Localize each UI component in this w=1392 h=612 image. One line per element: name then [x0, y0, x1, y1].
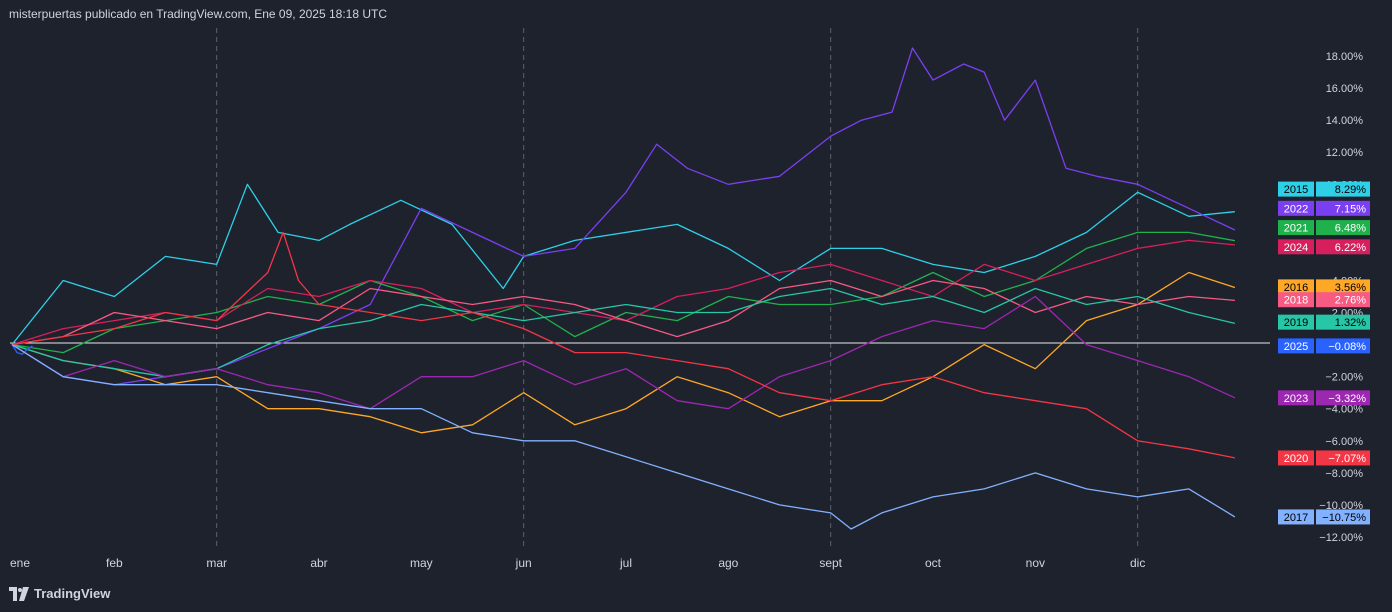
y-tick-label: 12.00% — [1326, 147, 1364, 159]
series-line-2023 — [11, 295, 1236, 410]
tradingview-logo-icon — [9, 586, 29, 601]
series-year-label: 2022 — [1284, 203, 1308, 215]
x-tick-label-may: may — [410, 556, 433, 570]
series-value-labels: 2015 8.29% 2022 7.15% 2021 6.48% 2024 6.22% 2016… — [1278, 181, 1370, 525]
series-line-2018 — [11, 279, 1235, 346]
series-value-label: −7.07% — [1328, 453, 1366, 465]
y-tick-label: −6.00% — [1325, 436, 1363, 448]
series-value-label: 1.32% — [1335, 317, 1366, 329]
series-line-2025 — [11, 344, 33, 355]
series-label-2020: 2020 −7.07% — [1278, 450, 1370, 466]
grid — [216, 28, 1139, 548]
x-tick-label-jun: jun — [515, 556, 532, 570]
x-tick-label-mar: mar — [206, 556, 227, 570]
x-tick-label-sept: sept — [819, 556, 842, 570]
series-year-label: 2019 — [1284, 317, 1308, 329]
series-label-2021: 2021 6.48% — [1278, 220, 1370, 236]
series-label-2016: 2016 3.56% — [1278, 279, 1370, 295]
series-label-2022: 2022 7.15% — [1278, 200, 1370, 216]
series-label-2024: 2024 6.22% — [1278, 239, 1370, 255]
y-tick-label: −12.00% — [1319, 532, 1363, 544]
series-line-2019 — [11, 287, 1236, 378]
publish-info: misterpuertas publicado en TradingView.c… — [9, 7, 387, 21]
series-line-2021 — [11, 231, 1236, 354]
x-tick-label-ago: ago — [718, 556, 738, 570]
series-value-label: 6.48% — [1335, 223, 1366, 235]
series-year-label: 2017 — [1284, 512, 1308, 524]
series-line-2015 — [11, 183, 1235, 346]
footer-brand: TradingView — [34, 586, 111, 601]
series-line-2017 — [11, 344, 1236, 530]
x-tick-label-ene: ene — [10, 556, 30, 570]
x-axis-ticks: ene feb mar abr may jun jul ago sept oct nov dic — [10, 556, 1145, 570]
footer: TradingView — [9, 586, 110, 601]
series-label-2017: 2017 −10.75% — [1278, 509, 1370, 525]
series-value-label: 2.76% — [1335, 295, 1366, 307]
series-line-2024 — [11, 239, 1235, 346]
y-tick-label: −10.00% — [1319, 500, 1363, 512]
series-value-label: −3.32% — [1328, 393, 1366, 405]
series-year-label: 2020 — [1284, 453, 1308, 465]
series-label-2018: 2018 2.76% — [1278, 292, 1370, 308]
series-label-2015: 2015 8.29% — [1278, 181, 1370, 197]
series-lines — [11, 47, 1236, 530]
x-tick-label-oct: oct — [925, 556, 942, 570]
series-value-label: 7.15% — [1335, 203, 1366, 215]
series-line-2016 — [11, 271, 1236, 434]
series-value-label: −10.75% — [1322, 512, 1366, 524]
series-year-label: 2016 — [1284, 282, 1308, 294]
x-tick-label-jul: jul — [619, 556, 632, 570]
series-year-label: 2025 — [1284, 341, 1308, 353]
y-tick-label: −8.00% — [1325, 468, 1363, 480]
y-tick-label: 16.00% — [1326, 83, 1364, 95]
series-line-2020 — [11, 231, 1236, 459]
series-year-label: 2024 — [1284, 242, 1308, 254]
y-tick-label: −2.00% — [1325, 372, 1363, 384]
x-tick-label-abr: abr — [310, 556, 327, 570]
series-value-label: 8.29% — [1335, 184, 1366, 196]
series-line-2022 — [11, 47, 1236, 386]
series-year-label: 2021 — [1284, 223, 1308, 235]
series-label-2023: 2023 −3.32% — [1278, 390, 1370, 406]
y-tick-label: 14.00% — [1326, 115, 1364, 127]
x-tick-label-dic: dic — [1130, 556, 1145, 570]
series-value-label: 3.56% — [1335, 282, 1366, 294]
x-tick-label-nov: nov — [1026, 556, 1045, 570]
series-label-2025: 2025 −0.08% — [1278, 338, 1370, 354]
y-tick-label: 18.00% — [1326, 51, 1364, 63]
series-value-label: −0.08% — [1328, 341, 1366, 353]
series-value-label: 6.22% — [1335, 242, 1366, 254]
series-year-label: 2018 — [1284, 295, 1308, 307]
series-label-2019: 2019 1.32% — [1278, 314, 1370, 330]
series-year-label: 2023 — [1284, 393, 1308, 405]
y-tick-label: −4.00% — [1325, 404, 1363, 416]
x-tick-label-feb: feb — [106, 556, 123, 570]
series-year-label: 2015 — [1284, 184, 1308, 196]
